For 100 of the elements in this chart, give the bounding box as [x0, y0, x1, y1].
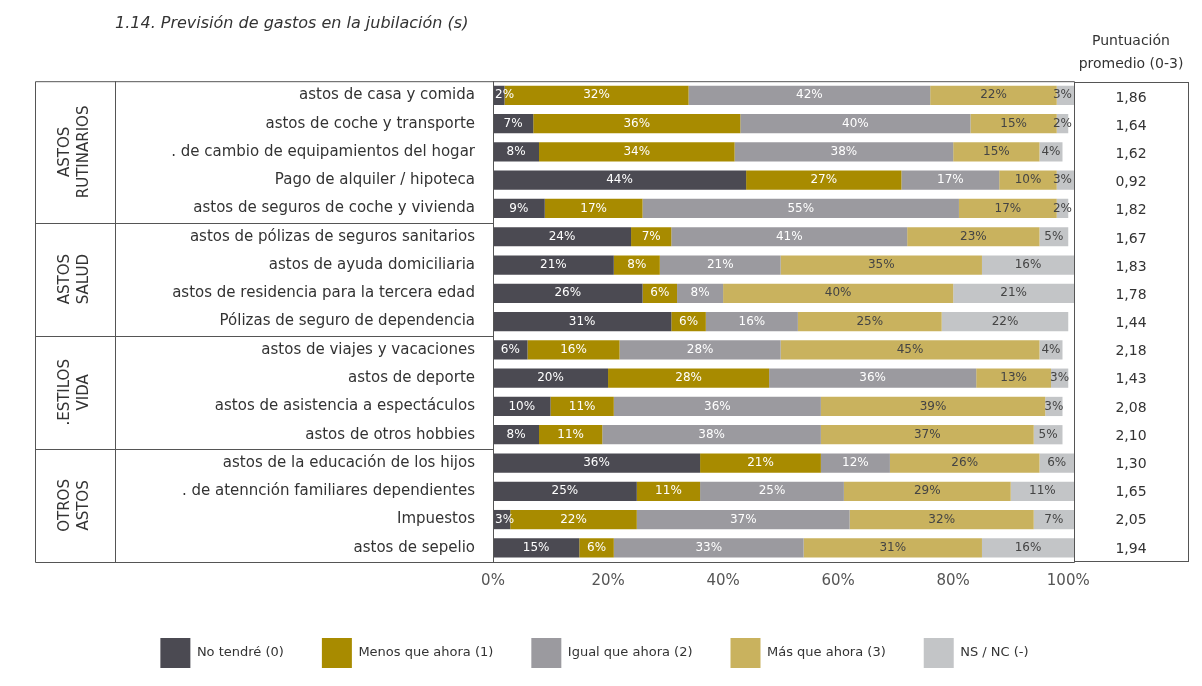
text: 2,05 — [1114, 510, 1148, 530]
data-label: 11% — [568, 398, 596, 413]
data-label: 40% — [842, 115, 869, 130]
text: Puntuación promedio (0-3) — [1077, 31, 1185, 74]
data-label: 41% — [775, 228, 803, 243]
data-label: 16% — [1014, 257, 1042, 272]
data-label: 44% — [606, 172, 633, 187]
data-label: 2% — [495, 87, 515, 102]
data-label: 10% — [508, 398, 536, 413]
legend-label: No tendré (0) — [196, 644, 284, 660]
data-label: 5% — [1044, 228, 1064, 243]
data-label: 39% — [919, 398, 947, 413]
data-label: 25% — [551, 483, 579, 498]
data-label: 24% — [548, 228, 576, 243]
y-tick-label: astos de viajes y vacaciones — [261, 339, 476, 358]
data-label: 38% — [698, 426, 725, 441]
legend-label: Menos que ahora (1) — [358, 644, 494, 660]
data-label: 55% — [787, 200, 815, 215]
data-label: 6% — [1047, 455, 1067, 470]
data-label: 28% — [675, 370, 702, 385]
text: 1,44 — [1114, 313, 1148, 333]
data-label: 33% — [695, 539, 723, 554]
data-label: 16% — [560, 342, 587, 357]
data-label: 17% — [580, 200, 607, 215]
text: 1,94 — [1114, 538, 1148, 558]
y-tick-label: astos de residencia para la tercera edad — [172, 283, 475, 302]
text: 1,30 — [1114, 454, 1148, 473]
x-tick-label: 40% — [706, 570, 740, 589]
data-label: 29% — [913, 483, 941, 498]
data-label: 21% — [1000, 285, 1027, 300]
y-tick-label: . de atennción familiares dependientes — [181, 481, 476, 500]
data-label: 5% — [1038, 426, 1058, 441]
data-label: 15% — [983, 144, 1010, 159]
data-label: 23% — [960, 228, 987, 243]
data-label: 45% — [896, 342, 924, 357]
legend-label: Más que ahora (3) — [767, 644, 886, 660]
text: 1,83 — [1114, 256, 1148, 276]
data-label: 32% — [583, 87, 610, 102]
data-label: 7% — [1044, 511, 1064, 526]
data-label: 8% — [506, 144, 526, 159]
data-label: 16% — [738, 313, 766, 328]
data-label: 3% — [1044, 398, 1064, 413]
data-label: 6% — [500, 342, 520, 357]
data-label: 15% — [1000, 115, 1027, 130]
text: 1,67 — [1114, 228, 1148, 248]
text: OTROS ASTOS — [55, 479, 93, 532]
data-label: 17% — [936, 172, 964, 187]
text: 1,78 — [1114, 284, 1148, 304]
text: 1,43 — [1114, 369, 1148, 389]
text: .ESTILOS VIDA — [55, 359, 93, 426]
text: 1,62 — [1114, 144, 1148, 164]
data-label: 8% — [627, 257, 647, 272]
data-label: 25% — [758, 483, 786, 498]
data-label: 22% — [980, 87, 1007, 102]
data-label: 35% — [867, 257, 895, 272]
y-tick-label: astos de deporte — [348, 368, 475, 387]
data-label: 42% — [796, 87, 823, 102]
data-label: 36% — [859, 370, 886, 385]
data-label: 28% — [686, 342, 714, 357]
data-label: 21% — [747, 455, 774, 470]
data-label: 3% — [1050, 370, 1070, 385]
y-tick-label: Pólizas de seguro de dependencia — [219, 311, 475, 330]
y-tick-label: astos de seguros de coche y vivienda — [193, 198, 475, 217]
x-tick-label: 80% — [936, 570, 970, 589]
data-label: 36% — [623, 115, 651, 130]
data-label: 8% — [690, 285, 710, 300]
y-tick-label: astos de sepelio — [353, 537, 475, 556]
data-label: 22% — [991, 313, 1019, 328]
data-label: 7% — [641, 228, 661, 243]
data-label: 32% — [928, 511, 956, 526]
data-label: 9% — [509, 200, 529, 215]
text: 1,65 — [1114, 482, 1148, 502]
y-tick-label: Pago de alquiler / hipoteca — [274, 170, 475, 189]
data-label: 21% — [540, 257, 567, 272]
y-tick-label: astos de casa y comida — [299, 85, 475, 104]
x-tick-label: 100% — [1046, 570, 1090, 589]
data-label: 11% — [1029, 483, 1056, 498]
text: 2,10 — [1114, 425, 1148, 445]
data-label: 6% — [587, 539, 607, 554]
data-label: 17% — [994, 200, 1022, 215]
data-label: 10% — [1014, 172, 1042, 187]
data-label: 36% — [704, 398, 731, 413]
data-label: 11% — [655, 483, 682, 498]
data-label: 21% — [706, 257, 734, 272]
data-label: 20% — [537, 370, 564, 385]
legend-label: Igual que ahora (2) — [567, 644, 693, 660]
y-tick-label: astos de otros hobbies — [305, 424, 476, 443]
data-label: 4% — [1041, 342, 1061, 357]
text: 2,18 — [1114, 341, 1148, 361]
data-label: 8% — [506, 426, 526, 441]
text: 1.14. Previsión de gastos en la jubilación (s) — [115, 12, 469, 32]
data-label: 15% — [522, 539, 550, 554]
y-tick-label: astos de asistencia a espectáculos — [214, 396, 476, 415]
data-label: 6% — [650, 285, 670, 300]
text: 2,08 — [1114, 397, 1148, 417]
text: ASTOS RUTINARIOS — [55, 105, 93, 199]
x-tick-label: 0% — [481, 570, 505, 589]
data-label: 26% — [554, 285, 582, 300]
data-label: 34% — [623, 144, 651, 159]
x-tick-label: 60% — [821, 570, 855, 589]
